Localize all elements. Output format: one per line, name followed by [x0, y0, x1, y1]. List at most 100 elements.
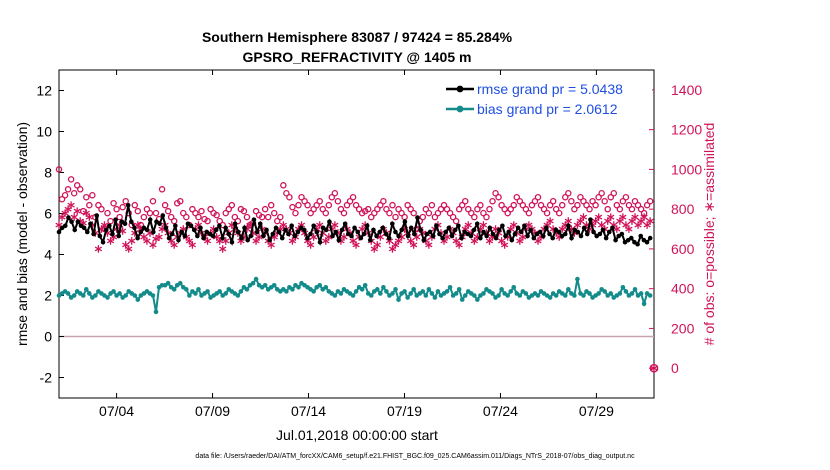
bias-point [87, 291, 92, 296]
assimilated-obs-point [352, 241, 360, 249]
possible-obs-point [646, 197, 654, 205]
rmse-point [188, 223, 194, 229]
rmse-point [229, 239, 235, 245]
possible-obs-point [183, 213, 190, 221]
rmse-point [163, 225, 169, 231]
bias-point [338, 291, 344, 296]
legend-box [442, 76, 652, 118]
rmse-point [478, 235, 483, 241]
rmse-point [644, 239, 650, 245]
possible-obs-point [76, 186, 84, 193]
rmse-point [232, 221, 238, 227]
rmse-point [342, 221, 348, 227]
bias-point [384, 289, 389, 294]
possible-obs-point [152, 209, 160, 217]
assimilated-obs-point [410, 241, 418, 249]
possible-obs-point [495, 193, 502, 201]
rmse-point [283, 227, 288, 233]
assimilated-obs-point [170, 241, 178, 249]
chart-subtitle: GPSRO_REFRACTIVITY @ 1405 m [243, 49, 472, 65]
possible-obs-point [622, 193, 630, 201]
possible-obs-point [61, 191, 69, 199]
bias-point [284, 289, 289, 294]
bias-point [80, 293, 86, 298]
possible-obs-point [368, 213, 375, 221]
possible-obs-point [458, 201, 466, 209]
possible-obs-point [143, 205, 151, 213]
bias-point [444, 289, 450, 294]
possible-obs-point [343, 201, 351, 209]
possible-obs-point [477, 201, 484, 209]
rmse-point [226, 231, 232, 237]
bias-point [638, 291, 644, 296]
possible-obs-point [422, 205, 430, 213]
rmse-point [339, 227, 345, 233]
rmse-point [160, 213, 166, 218]
possible-obs-point [601, 197, 608, 205]
possible-obs-point [280, 182, 287, 189]
assimilated-obs-point [73, 207, 81, 215]
assimilated-obs-point [464, 221, 472, 229]
rmse-point [412, 231, 417, 237]
rmse-point [474, 221, 480, 227]
bias-point [620, 285, 626, 290]
possible-obs-point [86, 201, 93, 209]
rmse-point [103, 227, 109, 233]
possible-obs-point [468, 209, 475, 217]
possible-obs-point [331, 189, 339, 197]
bias-point [587, 291, 592, 296]
x-tick-label: 07/09 [195, 403, 230, 419]
rmse-point [408, 225, 414, 231]
possible-obs-point [410, 209, 417, 217]
possible-obs-point [310, 205, 317, 213]
assimilated-obs-point [267, 241, 275, 249]
bias-point [217, 289, 222, 294]
possible-obs-point [562, 193, 569, 201]
possible-obs-point [619, 197, 627, 205]
bias-point [617, 291, 623, 296]
assimilated-obs-point [307, 241, 315, 249]
assimilated-obs-point [100, 221, 109, 229]
rmse-point [157, 221, 162, 227]
rmse-point [330, 233, 335, 239]
possible-obs-point [83, 193, 90, 201]
possible-obs-point [534, 193, 542, 201]
rmse-point [638, 233, 644, 239]
rmse-point [603, 235, 609, 241]
possible-obs-point [334, 197, 342, 205]
bias-point [132, 293, 138, 298]
bias-point [429, 291, 435, 296]
possible-obs-point [555, 209, 563, 217]
rmse-point [418, 227, 423, 233]
possible-obs-point [292, 209, 299, 217]
possible-obs-point [352, 201, 360, 209]
y-tick-label: 12 [36, 83, 52, 99]
outlier-asterisk [649, 363, 659, 373]
rmse-point [506, 229, 511, 235]
possible-obs-point [522, 205, 530, 213]
possible-obs-point [634, 201, 642, 209]
possible-obs-point [64, 186, 72, 193]
possible-obs-point [301, 197, 308, 205]
possible-obs-point [428, 201, 436, 209]
rmse-point [94, 213, 100, 218]
bias-point [250, 280, 256, 286]
rmse-point [518, 229, 524, 235]
possible-obs-point [161, 201, 169, 209]
rmse-point [327, 219, 332, 224]
bias-point [165, 280, 171, 286]
possible-obs-point [252, 207, 260, 215]
possible-obs-point [519, 201, 527, 209]
possible-obs-point [207, 205, 214, 213]
rmse-point [198, 225, 203, 231]
possible-obs-point [504, 209, 511, 217]
rmse-point [138, 229, 144, 235]
assimilated-obs-point [373, 241, 381, 249]
possible-obs-point [549, 197, 557, 205]
rmse-point [179, 229, 184, 235]
y-axis-ticks: -2 0 2 4 6 8 10 12 [36, 83, 64, 386]
possible-obs-point [513, 193, 521, 201]
assimilated-obs-point [128, 237, 136, 245]
possible-obs-point [537, 201, 545, 209]
rmse-point [336, 237, 342, 243]
